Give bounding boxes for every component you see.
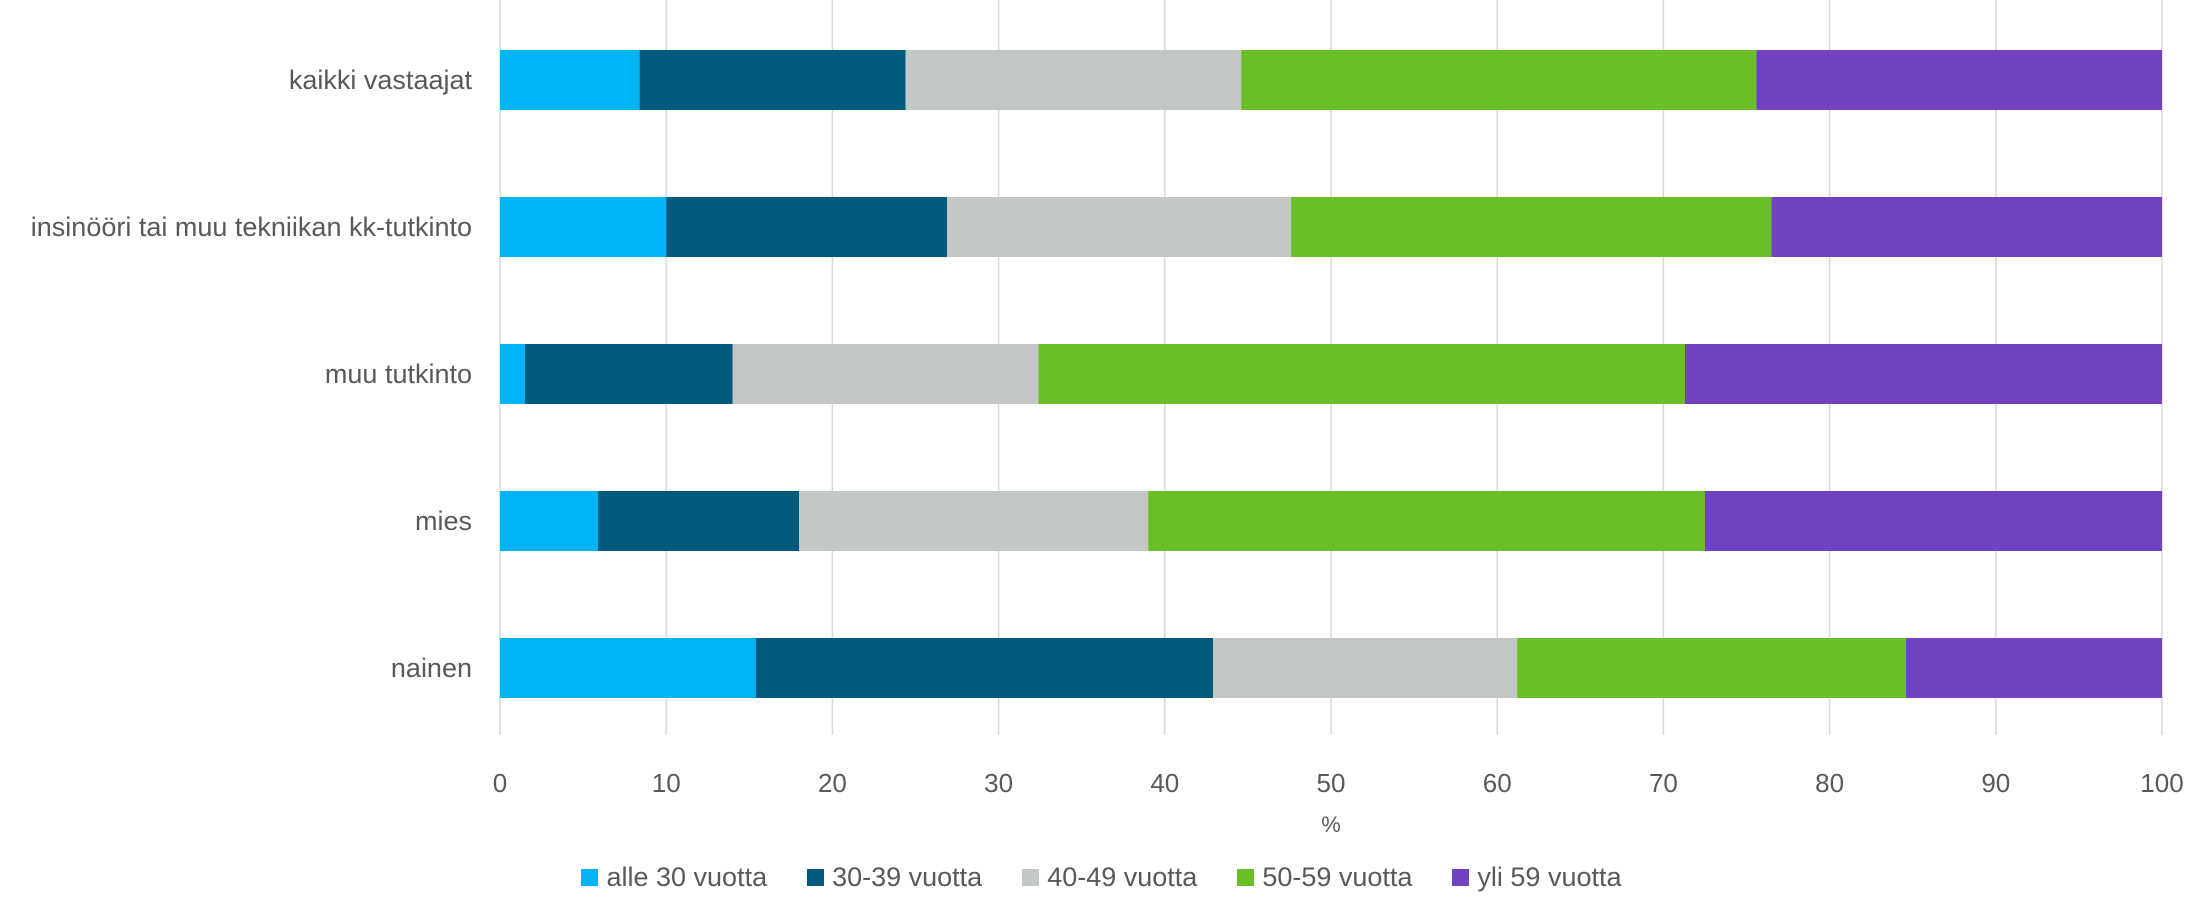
category-labels: kaikki vastaajat insinööri tai muu teknii… — [31, 65, 473, 683]
legend-label: 40-49 vuotta — [1047, 862, 1198, 892]
legend-label: 50-59 vuotta — [1262, 862, 1413, 892]
x-axis-title: % — [1321, 812, 1341, 837]
bar-segment — [1148, 491, 1705, 551]
category-label: kaikki vastaajat — [289, 65, 473, 95]
bar-segment — [1517, 638, 1907, 698]
x-tick-label: 20 — [818, 768, 847, 798]
x-tick-label: 50 — [1317, 768, 1346, 798]
category-label: nainen — [391, 653, 472, 683]
bar-segment — [1771, 197, 2162, 257]
bar-segment — [1906, 638, 2162, 698]
legend-label: 30-39 vuotta — [832, 862, 983, 892]
bar-segment — [1212, 638, 1518, 698]
x-tick-label: 90 — [1981, 768, 2010, 798]
legend: alle 30 vuotta 30-39 vuotta 40-49 vuotta 50… — [0, 864, 2203, 891]
bar-segment — [1291, 197, 1772, 257]
bar-segment — [947, 197, 1292, 257]
x-tick-label: 60 — [1483, 768, 1512, 798]
bar-segment — [1704, 491, 2162, 551]
bar-segment — [1038, 344, 1686, 404]
legend-item: 50-59 vuotta — [1237, 864, 1412, 891]
x-tick-label: 80 — [1815, 768, 1844, 798]
bar-segment — [639, 50, 906, 110]
x-tick-label: 70 — [1649, 768, 1678, 798]
category-label: muu tutkinto — [325, 359, 472, 389]
legend-item: alle 30 vuotta — [581, 864, 767, 891]
bar-segment — [666, 197, 948, 257]
bar-segment — [732, 344, 1039, 404]
bar-segment — [500, 197, 667, 257]
x-tick-labels: 0 10 20 30 40 50 60 70 80 90 100 — [493, 768, 2184, 798]
legend-swatch — [1452, 869, 1470, 886]
bar-segment — [905, 50, 1242, 110]
bar-segment — [500, 50, 640, 110]
legend-item: 40-49 vuotta — [1022, 864, 1197, 891]
legend-swatch — [807, 869, 825, 886]
x-tick-label: 40 — [1150, 768, 1179, 798]
bar-segment — [1685, 344, 2162, 404]
bar-segment — [1756, 50, 2162, 110]
x-tick-label: 10 — [652, 768, 681, 798]
x-tick-label: 30 — [984, 768, 1013, 798]
bar-segment — [500, 344, 525, 404]
bar-segment — [500, 638, 756, 698]
legend-label: alle 30 vuotta — [606, 862, 768, 892]
category-label: insinööri tai muu tekniikan kk-tutkinto — [31, 212, 472, 242]
legend-swatch — [1022, 869, 1040, 886]
category-label: mies — [415, 506, 472, 536]
bar-segment — [799, 491, 1149, 551]
bar-segment — [1241, 50, 1757, 110]
bar-segment — [755, 638, 1213, 698]
legend-label: yli 59 vuotta — [1477, 862, 1622, 892]
legend-item: yli 59 vuotta — [1452, 862, 1622, 892]
legend-swatch — [1237, 869, 1255, 886]
legend-swatch — [581, 869, 599, 886]
bars — [500, 50, 2162, 698]
bar-segment — [524, 344, 733, 404]
x-tick-label: 100 — [2140, 768, 2183, 798]
x-tick-label: 0 — [493, 768, 507, 798]
legend-item: 30-39 vuotta — [807, 864, 982, 891]
bar-segment — [500, 491, 599, 551]
bar-segment — [598, 491, 800, 551]
